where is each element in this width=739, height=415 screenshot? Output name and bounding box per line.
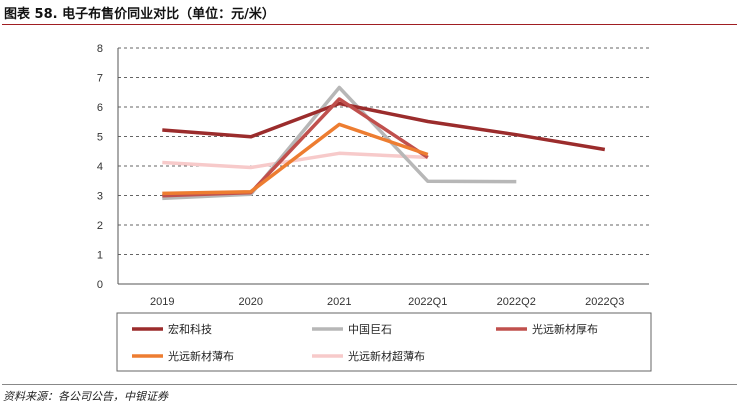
- series-lines: [162, 85, 606, 201]
- y-tick-label: 8: [97, 43, 103, 55]
- y-tick-label: 7: [97, 73, 103, 85]
- source-rule: [2, 384, 737, 385]
- y-tick-label: 3: [97, 191, 103, 203]
- title-rule: [2, 24, 737, 25]
- series-line: [162, 151, 428, 170]
- y-tick-label: 0: [97, 279, 103, 291]
- x-tick-label: 2021: [327, 296, 351, 308]
- x-axis-ticks: 2019 2020 2021 2022Q1 2022Q2 2022Q3: [150, 296, 624, 308]
- x-tick-label: 2019: [150, 296, 174, 308]
- y-axis-ticks: 0 1 2 3 4 5 6 7 8: [97, 43, 103, 291]
- legend-label: 光远新材厚布: [532, 322, 598, 336]
- y-tick-label: 5: [97, 132, 103, 144]
- legend-label: 宏和科技: [168, 322, 212, 336]
- x-tick-label: 2022Q2: [497, 296, 536, 308]
- legend-box: [116, 312, 652, 372]
- series-line: [162, 101, 606, 152]
- y-tick-label: 2: [97, 220, 103, 232]
- legend-label: 中国巨石: [348, 323, 392, 336]
- y-tick-label: 4: [97, 161, 103, 173]
- y-tick-label: 6: [97, 102, 103, 114]
- x-tick-label: 2022Q3: [585, 296, 624, 308]
- x-tick-label: 2022Q1: [408, 296, 447, 308]
- source-note: 资料来源：各公司公告，中银证券: [3, 390, 168, 403]
- legend-label: 光远新材超薄布: [348, 349, 425, 363]
- series-line: [162, 122, 429, 196]
- legend-label: 光远新材薄布: [168, 349, 234, 363]
- y-tick-label: 1: [97, 250, 103, 262]
- chart-title: 图表 58. 电子布售价同业对比（单位：元/米）: [4, 7, 275, 22]
- x-tick-label: 2020: [239, 296, 263, 308]
- line-chart: 0 1 2 3 4 5 6 7 8 2019 2020 2021 2022Q1 2022Q2 2022Q3…: [97, 43, 652, 372]
- series-line: [162, 85, 517, 201]
